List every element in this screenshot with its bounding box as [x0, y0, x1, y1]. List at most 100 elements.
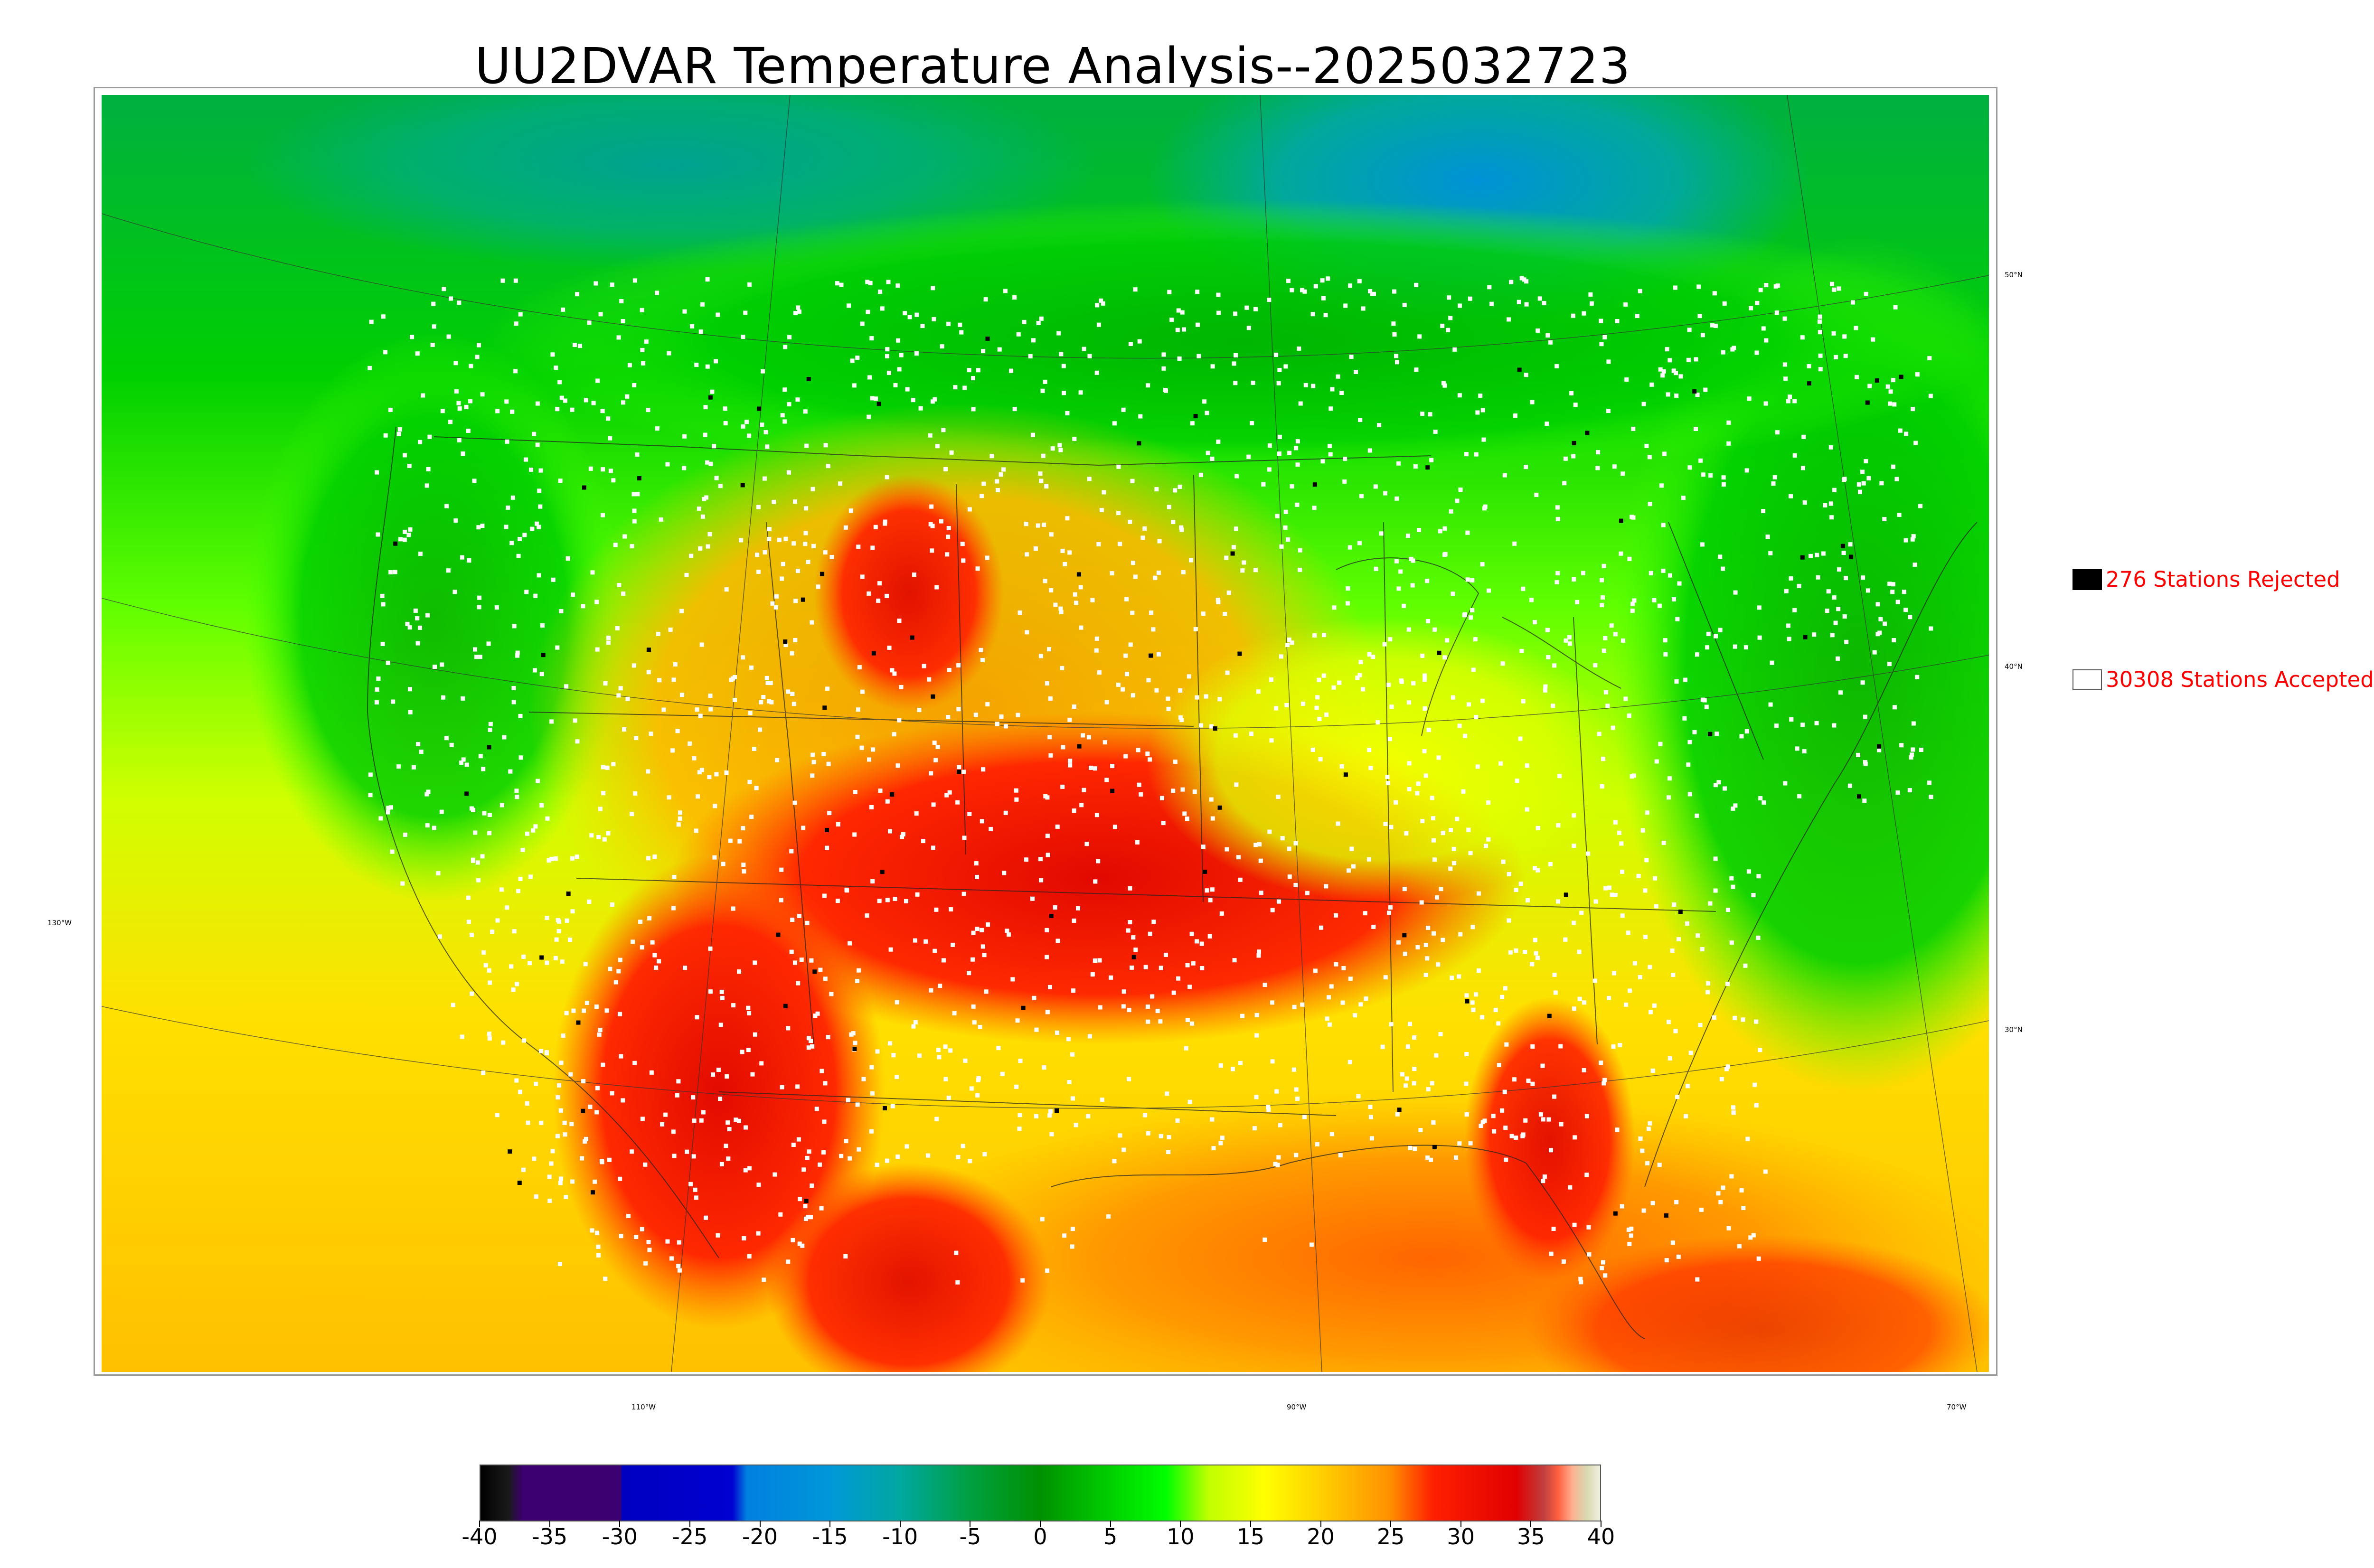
station-accepted-marker — [818, 967, 823, 972]
station-rejected-marker — [1564, 892, 1568, 897]
station-accepted-marker — [476, 878, 481, 883]
station-accepted-marker — [980, 944, 985, 949]
station-accepted-marker — [631, 492, 636, 497]
station-accepted-marker — [1407, 700, 1411, 705]
station-accepted-marker — [1631, 426, 1636, 431]
station-accepted-marker — [1929, 626, 1933, 631]
station-accepted-marker — [652, 953, 657, 958]
station-accepted-marker — [855, 734, 860, 739]
colorbar-segment — [1586, 1465, 1600, 1521]
station-accepted-marker — [1454, 1155, 1458, 1160]
station-accepted-marker — [569, 1122, 574, 1127]
station-accepted-marker — [1530, 400, 1535, 404]
station-accepted-marker — [946, 535, 951, 539]
station-accepted-marker — [518, 537, 522, 541]
station-accepted-marker — [632, 278, 637, 283]
station-accepted-marker — [934, 585, 939, 590]
station-accepted-marker — [1181, 570, 1186, 574]
station-accepted-marker — [1650, 1201, 1655, 1205]
station-accepted-marker — [665, 462, 670, 467]
station-accepted-marker — [588, 1104, 593, 1109]
station-accepted-marker — [1386, 781, 1391, 786]
station-accepted-marker — [1267, 443, 1272, 448]
station-accepted-marker — [1498, 761, 1503, 766]
station-accepted-marker — [1872, 650, 1877, 655]
station-accepted-marker — [1305, 891, 1309, 895]
station-accepted-marker — [1518, 882, 1523, 886]
station-accepted-marker — [1266, 1108, 1271, 1112]
station-accepted-marker — [1867, 384, 1872, 388]
colorbar-tick-label: 0 — [1033, 1524, 1047, 1549]
station-accepted-marker — [843, 1254, 848, 1258]
colorbar-tick-label: 10 — [1166, 1524, 1195, 1549]
station-accepted-marker — [506, 505, 510, 510]
station-accepted-marker — [457, 438, 462, 442]
station-accepted-marker — [1277, 451, 1281, 456]
station-accepted-marker — [427, 434, 432, 439]
station-accepted-marker — [1482, 1118, 1487, 1123]
station-accepted-marker — [1864, 291, 1868, 296]
station-accepted-marker — [587, 899, 592, 904]
station-accepted-marker — [772, 1172, 777, 1177]
station-accepted-marker — [1196, 354, 1201, 358]
station-accepted-marker — [537, 488, 542, 493]
station-accepted-marker — [896, 338, 901, 343]
station-accepted-marker — [883, 519, 887, 524]
station-accepted-marker — [1480, 1015, 1485, 1020]
station-accepted-marker — [460, 555, 464, 560]
station-accepted-marker — [1627, 713, 1631, 718]
station-accepted-marker — [1049, 588, 1054, 592]
station-accepted-marker — [971, 1004, 976, 1009]
station-accepted-marker — [621, 400, 625, 405]
station-accepted-marker — [1297, 346, 1301, 351]
station-accepted-marker — [1291, 1067, 1296, 1072]
station-accepted-marker — [1493, 1008, 1498, 1013]
station-accepted-marker — [1298, 401, 1303, 406]
station-accepted-marker — [1842, 334, 1847, 339]
station-accepted-marker — [1578, 1277, 1583, 1281]
station-accepted-marker — [568, 938, 573, 942]
station-accepted-marker — [791, 1143, 796, 1147]
station-accepted-marker — [1746, 869, 1751, 874]
station-accepted-marker — [1602, 1081, 1606, 1086]
station-accepted-marker — [1405, 1044, 1410, 1049]
station-accepted-marker — [1128, 642, 1133, 647]
station-rejected-marker — [1237, 651, 1242, 656]
station-accepted-marker — [897, 367, 902, 372]
station-accepted-marker — [1002, 871, 1007, 875]
station-accepted-marker — [1891, 378, 1895, 383]
station-accepted-marker — [654, 965, 659, 970]
station-accepted-marker — [1328, 444, 1332, 449]
station-accepted-marker — [446, 568, 451, 573]
station-accepted-marker — [1396, 461, 1401, 466]
station-accepted-marker — [1267, 829, 1272, 834]
station-accepted-marker — [975, 566, 980, 571]
station-accepted-marker — [1059, 610, 1064, 614]
station-accepted-marker — [1525, 763, 1529, 768]
station-accepted-marker — [618, 958, 622, 962]
station-accepted-marker — [980, 658, 985, 662]
station-accepted-marker — [1893, 305, 1898, 310]
station-accepted-marker — [1234, 782, 1239, 787]
station-accepted-marker — [1429, 1157, 1433, 1162]
station-accepted-marker — [1180, 310, 1185, 315]
station-accepted-marker — [873, 525, 878, 529]
station-accepted-marker — [870, 879, 875, 883]
station-accepted-marker — [504, 399, 509, 404]
station-accepted-marker — [971, 930, 976, 935]
station-accepted-marker — [1663, 652, 1668, 657]
station-accepted-marker — [1130, 479, 1135, 483]
station-accepted-marker — [518, 714, 523, 718]
station-accepted-marker — [1719, 1077, 1724, 1081]
station-accepted-marker — [1854, 326, 1858, 330]
station-accepted-marker — [386, 660, 390, 665]
station-accepted-marker — [1648, 965, 1652, 969]
station-accepted-marker — [584, 398, 588, 403]
station-accepted-marker — [911, 398, 915, 403]
station-accepted-marker — [1783, 376, 1788, 381]
station-accepted-marker — [1434, 1053, 1439, 1058]
station-accepted-marker — [647, 1248, 652, 1252]
station-accepted-marker — [453, 518, 458, 523]
colorbar-segment — [1432, 1465, 1517, 1521]
station-accepted-marker — [1665, 347, 1669, 352]
